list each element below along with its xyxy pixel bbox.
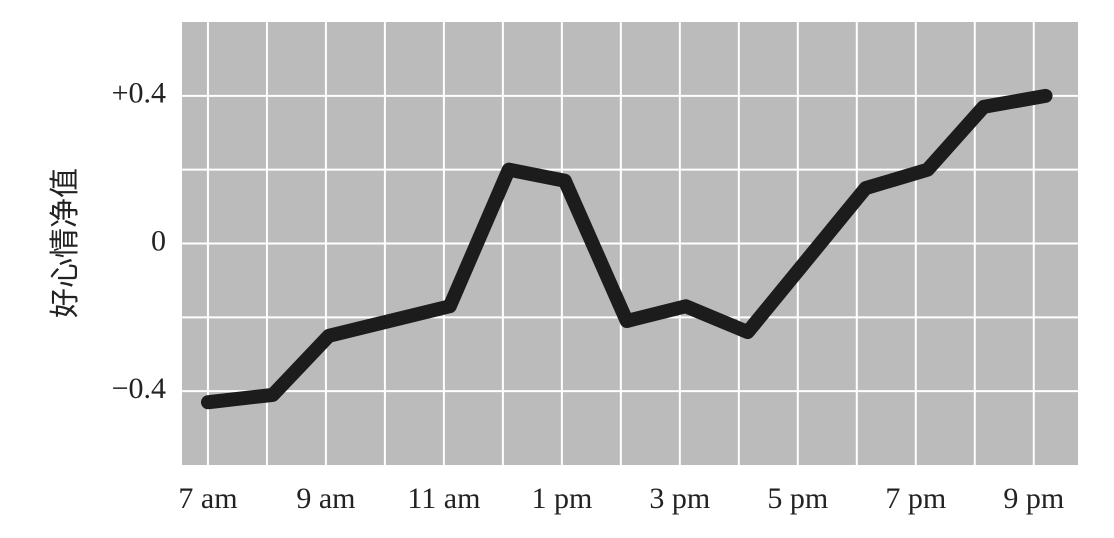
y-axis-label: 好心情净值 bbox=[49, 168, 82, 318]
x-tick-label: 5 pm bbox=[767, 482, 828, 515]
x-tick-label: 3 pm bbox=[649, 482, 710, 515]
x-tick-label: 9 am bbox=[296, 482, 355, 515]
x-tick-label: 11 am bbox=[407, 482, 480, 515]
y-tick-label: +0.4 bbox=[112, 77, 166, 110]
y-tick-label: 0 bbox=[151, 224, 166, 257]
y-tick-label: −0.4 bbox=[112, 372, 166, 405]
x-tick-label: 1 pm bbox=[531, 482, 592, 515]
x-tick-label: 9 pm bbox=[1003, 482, 1064, 515]
x-tick-label: 7 am bbox=[178, 482, 237, 515]
data-line bbox=[200, 88, 1053, 410]
x-tick-label: 7 pm bbox=[885, 482, 946, 515]
